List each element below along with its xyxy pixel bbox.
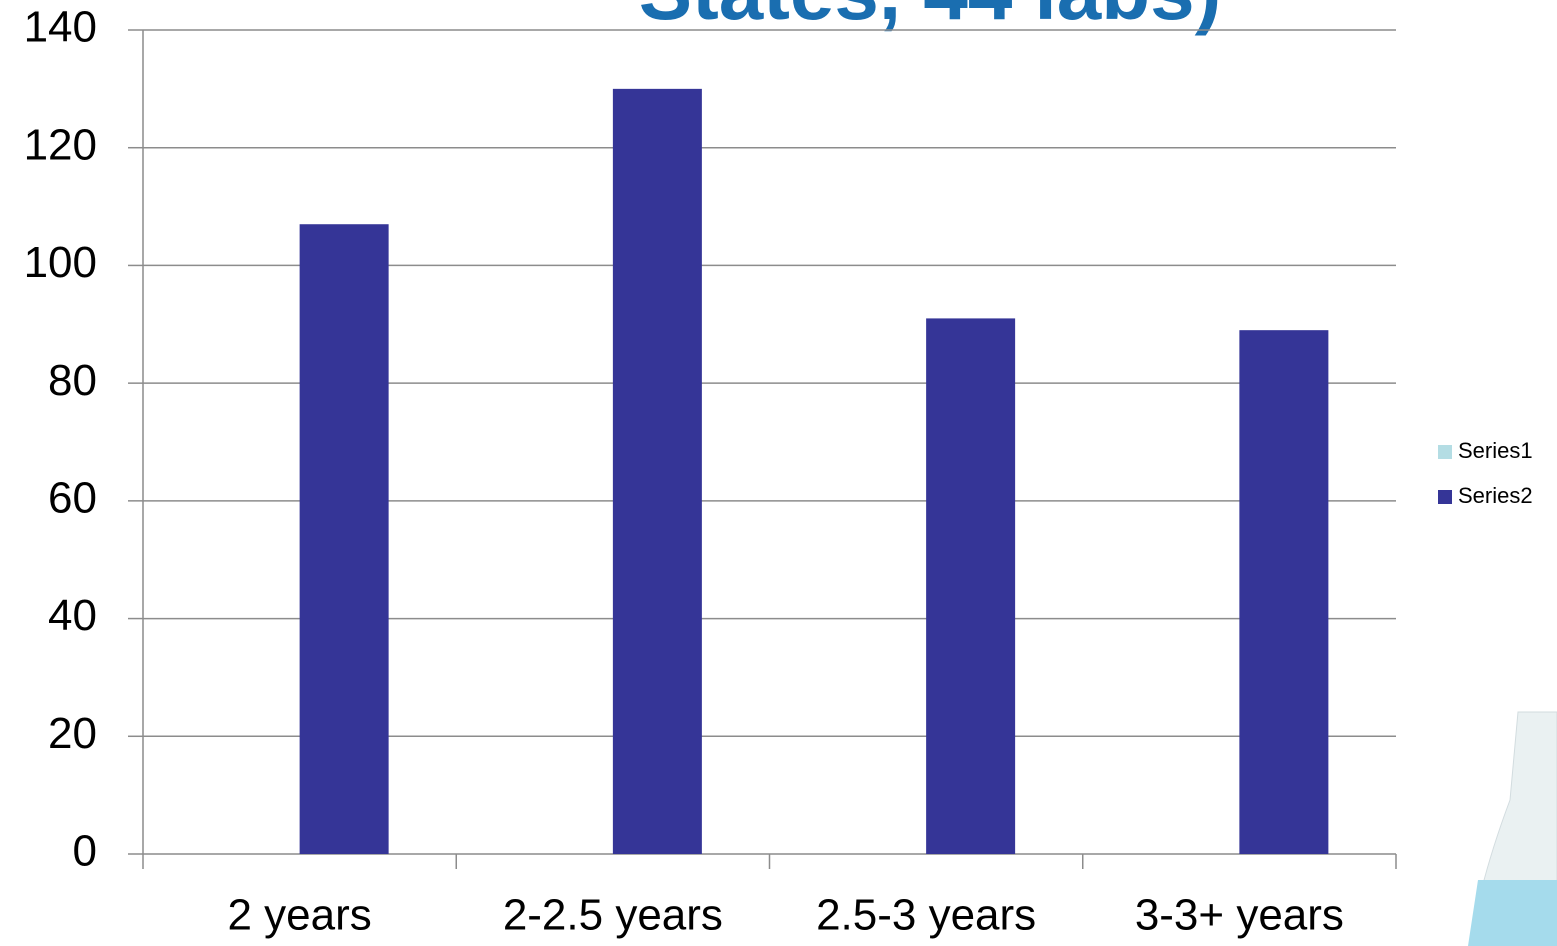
legend-swatch <box>1438 490 1452 504</box>
y-tick-label: 120 <box>24 120 97 169</box>
y-tick-label: 0 <box>73 827 97 876</box>
bar <box>299 224 389 854</box>
bar <box>612 88 702 855</box>
legend-label: Series1 <box>1458 438 1533 463</box>
y-tick-label: 80 <box>48 356 97 405</box>
x-tick-label: 2 years <box>227 891 371 940</box>
x-tick-label: 2.5-3 years <box>816 891 1036 940</box>
y-tick-label: 20 <box>48 709 97 758</box>
bar <box>1239 330 1329 855</box>
y-tick-label: 140 <box>24 3 97 52</box>
x-tick-label: 2-2.5 years <box>503 891 723 940</box>
legend-swatch <box>1438 445 1452 459</box>
y-tick-label: 60 <box>48 473 97 522</box>
y-tick-label: 100 <box>24 238 97 287</box>
bar <box>926 318 1016 854</box>
flask-decoration <box>1468 711 1557 946</box>
y-tick-label: 40 <box>48 591 97 640</box>
x-tick-label: 3-3+ years <box>1135 891 1344 940</box>
legend-label: Series2 <box>1458 483 1533 508</box>
